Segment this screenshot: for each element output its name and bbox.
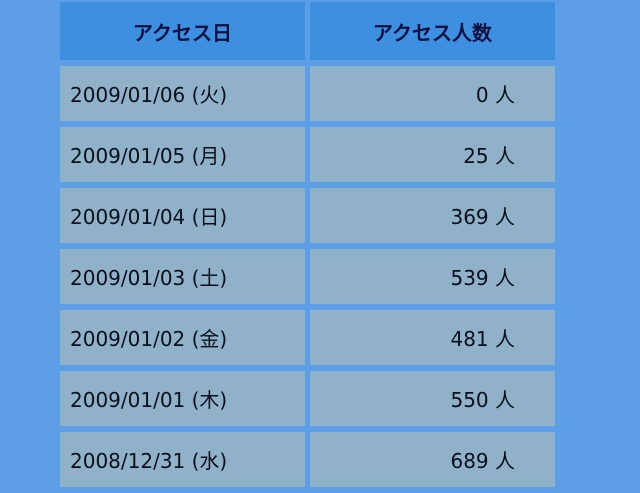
count-cell: 689 人 bbox=[310, 432, 555, 487]
table-row: 2009/01/06 (火) 0 人 bbox=[60, 66, 555, 121]
date-cell: 2009/01/05 (月) bbox=[60, 127, 305, 182]
date-cell: 2009/01/03 (土) bbox=[60, 249, 305, 304]
date-cell: 2009/01/01 (木) bbox=[60, 371, 305, 426]
date-cell: 2009/01/04 (日) bbox=[60, 188, 305, 243]
date-cell: 2009/01/02 (金) bbox=[60, 310, 305, 365]
header-access-date: アクセス日 bbox=[60, 2, 305, 60]
count-cell: 0 人 bbox=[310, 66, 555, 121]
table-row: 2009/01/04 (日) 369 人 bbox=[60, 188, 555, 243]
header-row: アクセス日 アクセス人数 bbox=[60, 2, 555, 60]
count-cell: 539 人 bbox=[310, 249, 555, 304]
table-row: 2009/01/01 (木) 550 人 bbox=[60, 371, 555, 426]
table-row: 2009/01/03 (土) 539 人 bbox=[60, 249, 555, 304]
date-cell: 2008/12/31 (水) bbox=[60, 432, 305, 487]
table-row: 2008/12/31 (水) 689 人 bbox=[60, 432, 555, 487]
count-cell: 481 人 bbox=[310, 310, 555, 365]
access-table: アクセス日 アクセス人数 2009/01/06 (火) 0 人 2009/01/0… bbox=[55, 0, 560, 493]
date-cell: 2009/01/06 (火) bbox=[60, 66, 305, 121]
table-row: 2009/01/05 (月) 25 人 bbox=[60, 127, 555, 182]
header-access-count: アクセス人数 bbox=[310, 2, 555, 60]
count-cell: 550 人 bbox=[310, 371, 555, 426]
table-row: 2009/01/02 (金) 481 人 bbox=[60, 310, 555, 365]
count-cell: 25 人 bbox=[310, 127, 555, 182]
count-cell: 369 人 bbox=[310, 188, 555, 243]
